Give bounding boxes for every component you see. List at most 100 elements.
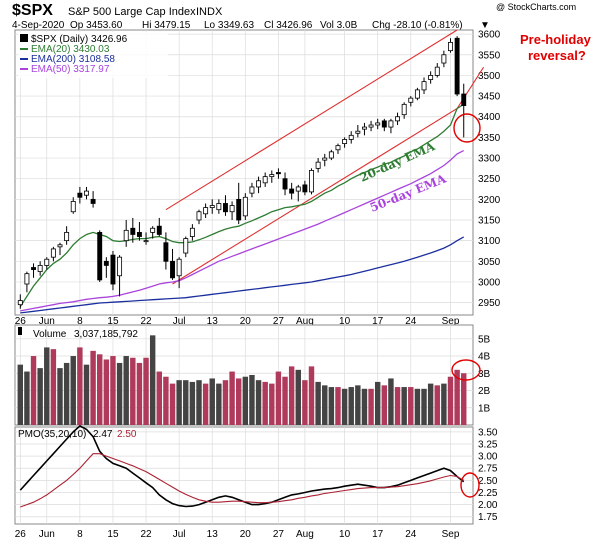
exchange-label: INDX	[196, 6, 223, 18]
price-x-tick: 10	[339, 316, 351, 327]
candle-body-down	[156, 225, 162, 235]
candle-body-down	[289, 188, 295, 194]
candle	[216, 199, 222, 214]
pmo-y-tick: 2.75	[478, 464, 498, 475]
pmo-lines	[19, 425, 465, 508]
volume-bar	[17, 364, 24, 425]
pmo-y-tick-labels: 1.752.002.252.502.753.00 3.253.50	[478, 427, 498, 523]
volume-y-tick: 5B	[478, 334, 491, 345]
candle-body-down	[170, 260, 175, 279]
volume-bar	[447, 376, 454, 425]
price-y-tick: 3400	[478, 112, 501, 123]
reversal-highlight-circle	[453, 113, 481, 143]
volume-bar	[216, 383, 222, 425]
candle-body-up	[355, 130, 361, 134]
candle-body-down	[31, 267, 36, 270]
ema200-line	[20, 236, 465, 314]
volume-bar	[328, 387, 335, 425]
candle-body-up	[123, 229, 129, 242]
candle-body-up	[242, 196, 248, 217]
candle	[130, 217, 136, 243]
pmo-x-tick: 26	[15, 529, 27, 540]
volume-bar	[83, 364, 90, 425]
price-y-tick: 3600	[478, 30, 501, 41]
candle	[269, 170, 275, 183]
candle-body-up	[229, 205, 235, 213]
volume-bar	[295, 369, 301, 425]
volume-bar	[156, 371, 162, 425]
volume-bar	[255, 380, 262, 425]
volume-bar	[136, 362, 143, 425]
volume-bar	[388, 378, 394, 425]
candle	[229, 201, 235, 220]
candle-body-up	[428, 75, 434, 80]
candle-body-up	[143, 240, 149, 243]
quote-high: Hi 3479.15	[142, 20, 191, 31]
price-y-tick: 3450	[478, 92, 501, 103]
price-y-tick: 3000	[478, 277, 501, 288]
candle	[368, 120, 374, 132]
volume-bar	[209, 378, 215, 425]
candle-body-up	[196, 211, 202, 221]
volume-y-tick: 2B	[478, 386, 491, 397]
candle-body-down	[97, 231, 103, 281]
candle	[117, 255, 123, 297]
ema50-line	[20, 150, 464, 312]
candle	[448, 38, 453, 53]
candle	[309, 168, 314, 195]
volume-bar	[394, 387, 401, 425]
candle	[328, 149, 334, 161]
price-y-tick: 3300	[478, 154, 501, 165]
pmo-legend-value1: 2.47	[93, 429, 113, 440]
price-x-tick: 27	[273, 316, 285, 327]
volume-bar	[335, 387, 341, 425]
pmo-y-tick: 3.50	[478, 427, 498, 438]
quote-low: Lo 3349.63	[204, 20, 254, 31]
candle-body-up	[335, 145, 341, 151]
candle-body-up	[84, 190, 89, 196]
candle	[150, 226, 156, 239]
candle	[242, 193, 248, 220]
pmo-x-tick: 27	[273, 529, 285, 540]
volume-bar	[143, 357, 149, 425]
candle	[388, 118, 394, 134]
volume-bar	[282, 376, 288, 425]
volume-bar	[235, 378, 242, 425]
candle	[256, 176, 262, 194]
candle	[262, 172, 268, 187]
candle-body-up	[408, 97, 414, 103]
volume-bar	[315, 381, 321, 425]
pmo-y-tick: 3.25	[478, 439, 498, 450]
candle-body-up	[183, 238, 189, 254]
candle-body-up	[441, 54, 447, 64]
quote-open: Op 3453.60	[70, 20, 123, 31]
price-x-tick: 8	[77, 316, 83, 327]
volume-bar	[408, 387, 414, 425]
candle	[143, 232, 149, 245]
pmo-legend-label: PMO(35,20,10)	[18, 429, 86, 440]
candle-body-up	[309, 170, 314, 193]
price-y-tick: 2950	[478, 298, 501, 309]
candle-body-down	[454, 37, 460, 95]
volume-bar	[222, 380, 229, 425]
price-y-tick: 3050	[478, 257, 501, 268]
volume-bars	[17, 335, 467, 425]
candle-body-up	[256, 180, 262, 188]
candle-body-up	[50, 248, 56, 258]
price-legend: $SPX (Daily) 3426.96 EMA(20) 3430.03 EMA…	[18, 32, 168, 78]
candle	[441, 50, 447, 68]
volume-bar	[229, 371, 235, 425]
pmo-x-tick: 8	[77, 529, 83, 540]
volume-bar	[44, 347, 50, 425]
volume-bar	[24, 371, 30, 425]
volume-bar	[57, 368, 63, 425]
candle	[428, 71, 434, 84]
volume-bar	[262, 381, 268, 425]
candle-body-down	[302, 184, 308, 193]
pmo-x-tick: 13	[207, 529, 219, 540]
quote-close: Cl 3426.96	[264, 20, 313, 31]
candle	[315, 158, 321, 173]
candle	[322, 153, 328, 167]
change-down-icon: ▼	[480, 20, 490, 31]
